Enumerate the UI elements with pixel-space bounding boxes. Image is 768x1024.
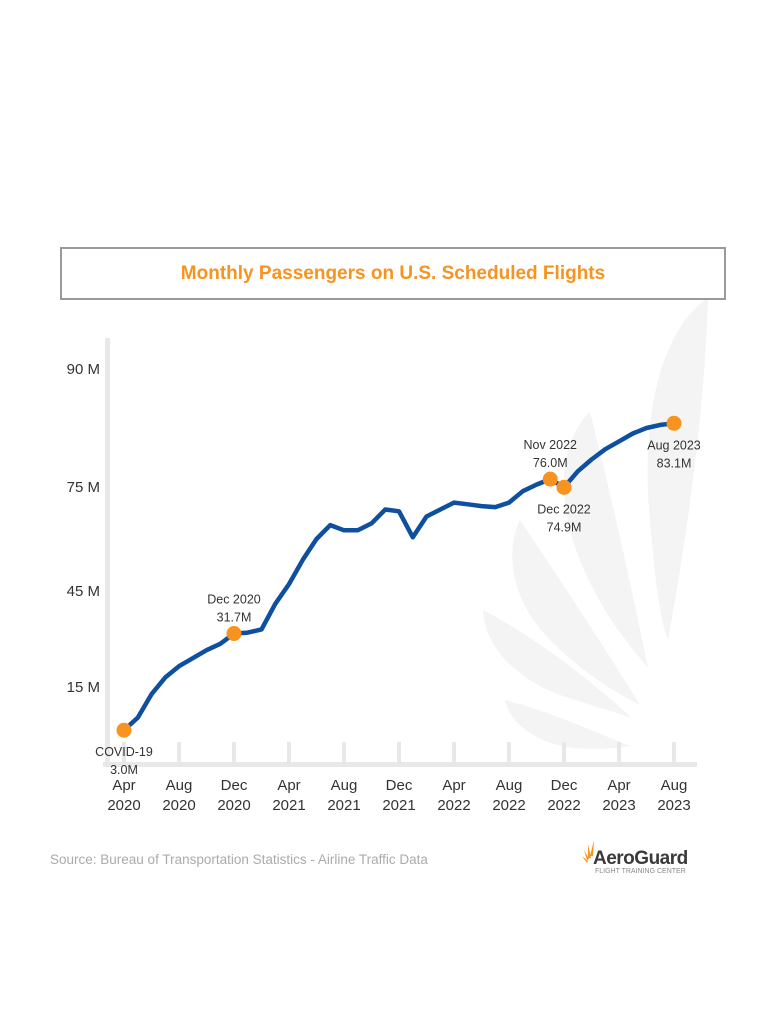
marks: COVID-19 3.0M Dec 2020 31.7M Nov 2022 76.0M De… (95, 415, 701, 777)
x-tick-label: 2020 (107, 797, 140, 814)
data-label: 31.7M (217, 611, 252, 625)
watermark-feathers (483, 298, 708, 749)
x-tick (507, 742, 511, 764)
x-tick-label: 2022 (547, 797, 580, 814)
data-point-marker (226, 626, 242, 642)
x-tick-label: 2023 (602, 797, 635, 814)
x-tick-label: Aug (331, 777, 358, 794)
x-tick (342, 742, 346, 764)
svg-text:AeroGuard: AeroGuard (593, 848, 688, 869)
x-tick-label: 2020 (217, 797, 250, 814)
data-label: COVID-19 (95, 745, 153, 759)
data-label: 76.0M (533, 456, 568, 470)
x-tick-label: Apr (112, 777, 135, 794)
x-tick-label: Aug (496, 777, 523, 794)
axes: 15 M 45 M 75 M 90 M Apr 2020 Aug 2020 Dec 2020 Apr… (67, 338, 697, 814)
x-tick (452, 742, 456, 764)
chart-title: Monthly Passengers on U.S. Scheduled Fli… (180, 262, 606, 284)
x-tick (232, 742, 236, 764)
wing-icon (582, 840, 594, 863)
x-tick-label: Apr (277, 777, 300, 794)
x-tick-label: Apr (442, 777, 465, 794)
x-tick (397, 742, 401, 764)
x-axis-line (103, 762, 697, 767)
data-label: Nov 2022 (523, 438, 577, 452)
x-tick (672, 742, 676, 764)
y-tick-label: 45 M (67, 583, 100, 600)
x-tick (177, 742, 181, 764)
data-label: Aug 2023 (647, 438, 701, 452)
data-label: 83.1M (657, 456, 692, 470)
x-tick-label: 2022 (437, 797, 470, 814)
y-tick-label: 75 M (67, 479, 100, 496)
x-tick (287, 742, 291, 764)
series-line (121, 421, 677, 733)
data-point-marker (542, 471, 558, 487)
x-tick (562, 742, 566, 764)
x-tick-label: Dec (386, 777, 413, 794)
x-tick-label: Aug (166, 777, 193, 794)
x-tick-label: Aug (661, 777, 688, 794)
data-label: Dec 2022 (537, 502, 591, 516)
x-tick-label: Apr (607, 777, 630, 794)
chart-title-box: Monthly Passengers on U.S. Scheduled Fli… (60, 247, 726, 300)
x-tick-label: 2021 (272, 797, 305, 814)
data-point-marker (116, 722, 132, 738)
x-tick-label: 2021 (382, 797, 415, 814)
x-tick-label: 2023 (657, 797, 690, 814)
x-tick (617, 742, 621, 764)
y-tick-label: 15 M (67, 679, 100, 696)
aeroguard-logo: AeroGuard FLIGHT TRAINING CENTER (582, 840, 688, 875)
data-point-marker (666, 415, 682, 431)
x-tick-label: Dec (221, 777, 248, 794)
data-label: 74.9M (547, 520, 582, 534)
source-note: Source: Bureau of Transportation Statist… (50, 852, 428, 867)
data-point-marker (556, 479, 572, 495)
y-axis-line (105, 338, 110, 766)
x-tick-label: 2020 (162, 797, 195, 814)
x-tick-label: Dec (551, 777, 578, 794)
data-label: Dec 2020 (207, 593, 261, 607)
x-tick-label: 2022 (492, 797, 525, 814)
y-tick-label: 90 M (67, 361, 100, 378)
x-tick-label: 2021 (327, 797, 360, 814)
data-label: 3.0M (110, 763, 138, 777)
svg-text:FLIGHT TRAINING CENTER: FLIGHT TRAINING CENTER (595, 868, 686, 875)
x-tick (122, 742, 126, 764)
